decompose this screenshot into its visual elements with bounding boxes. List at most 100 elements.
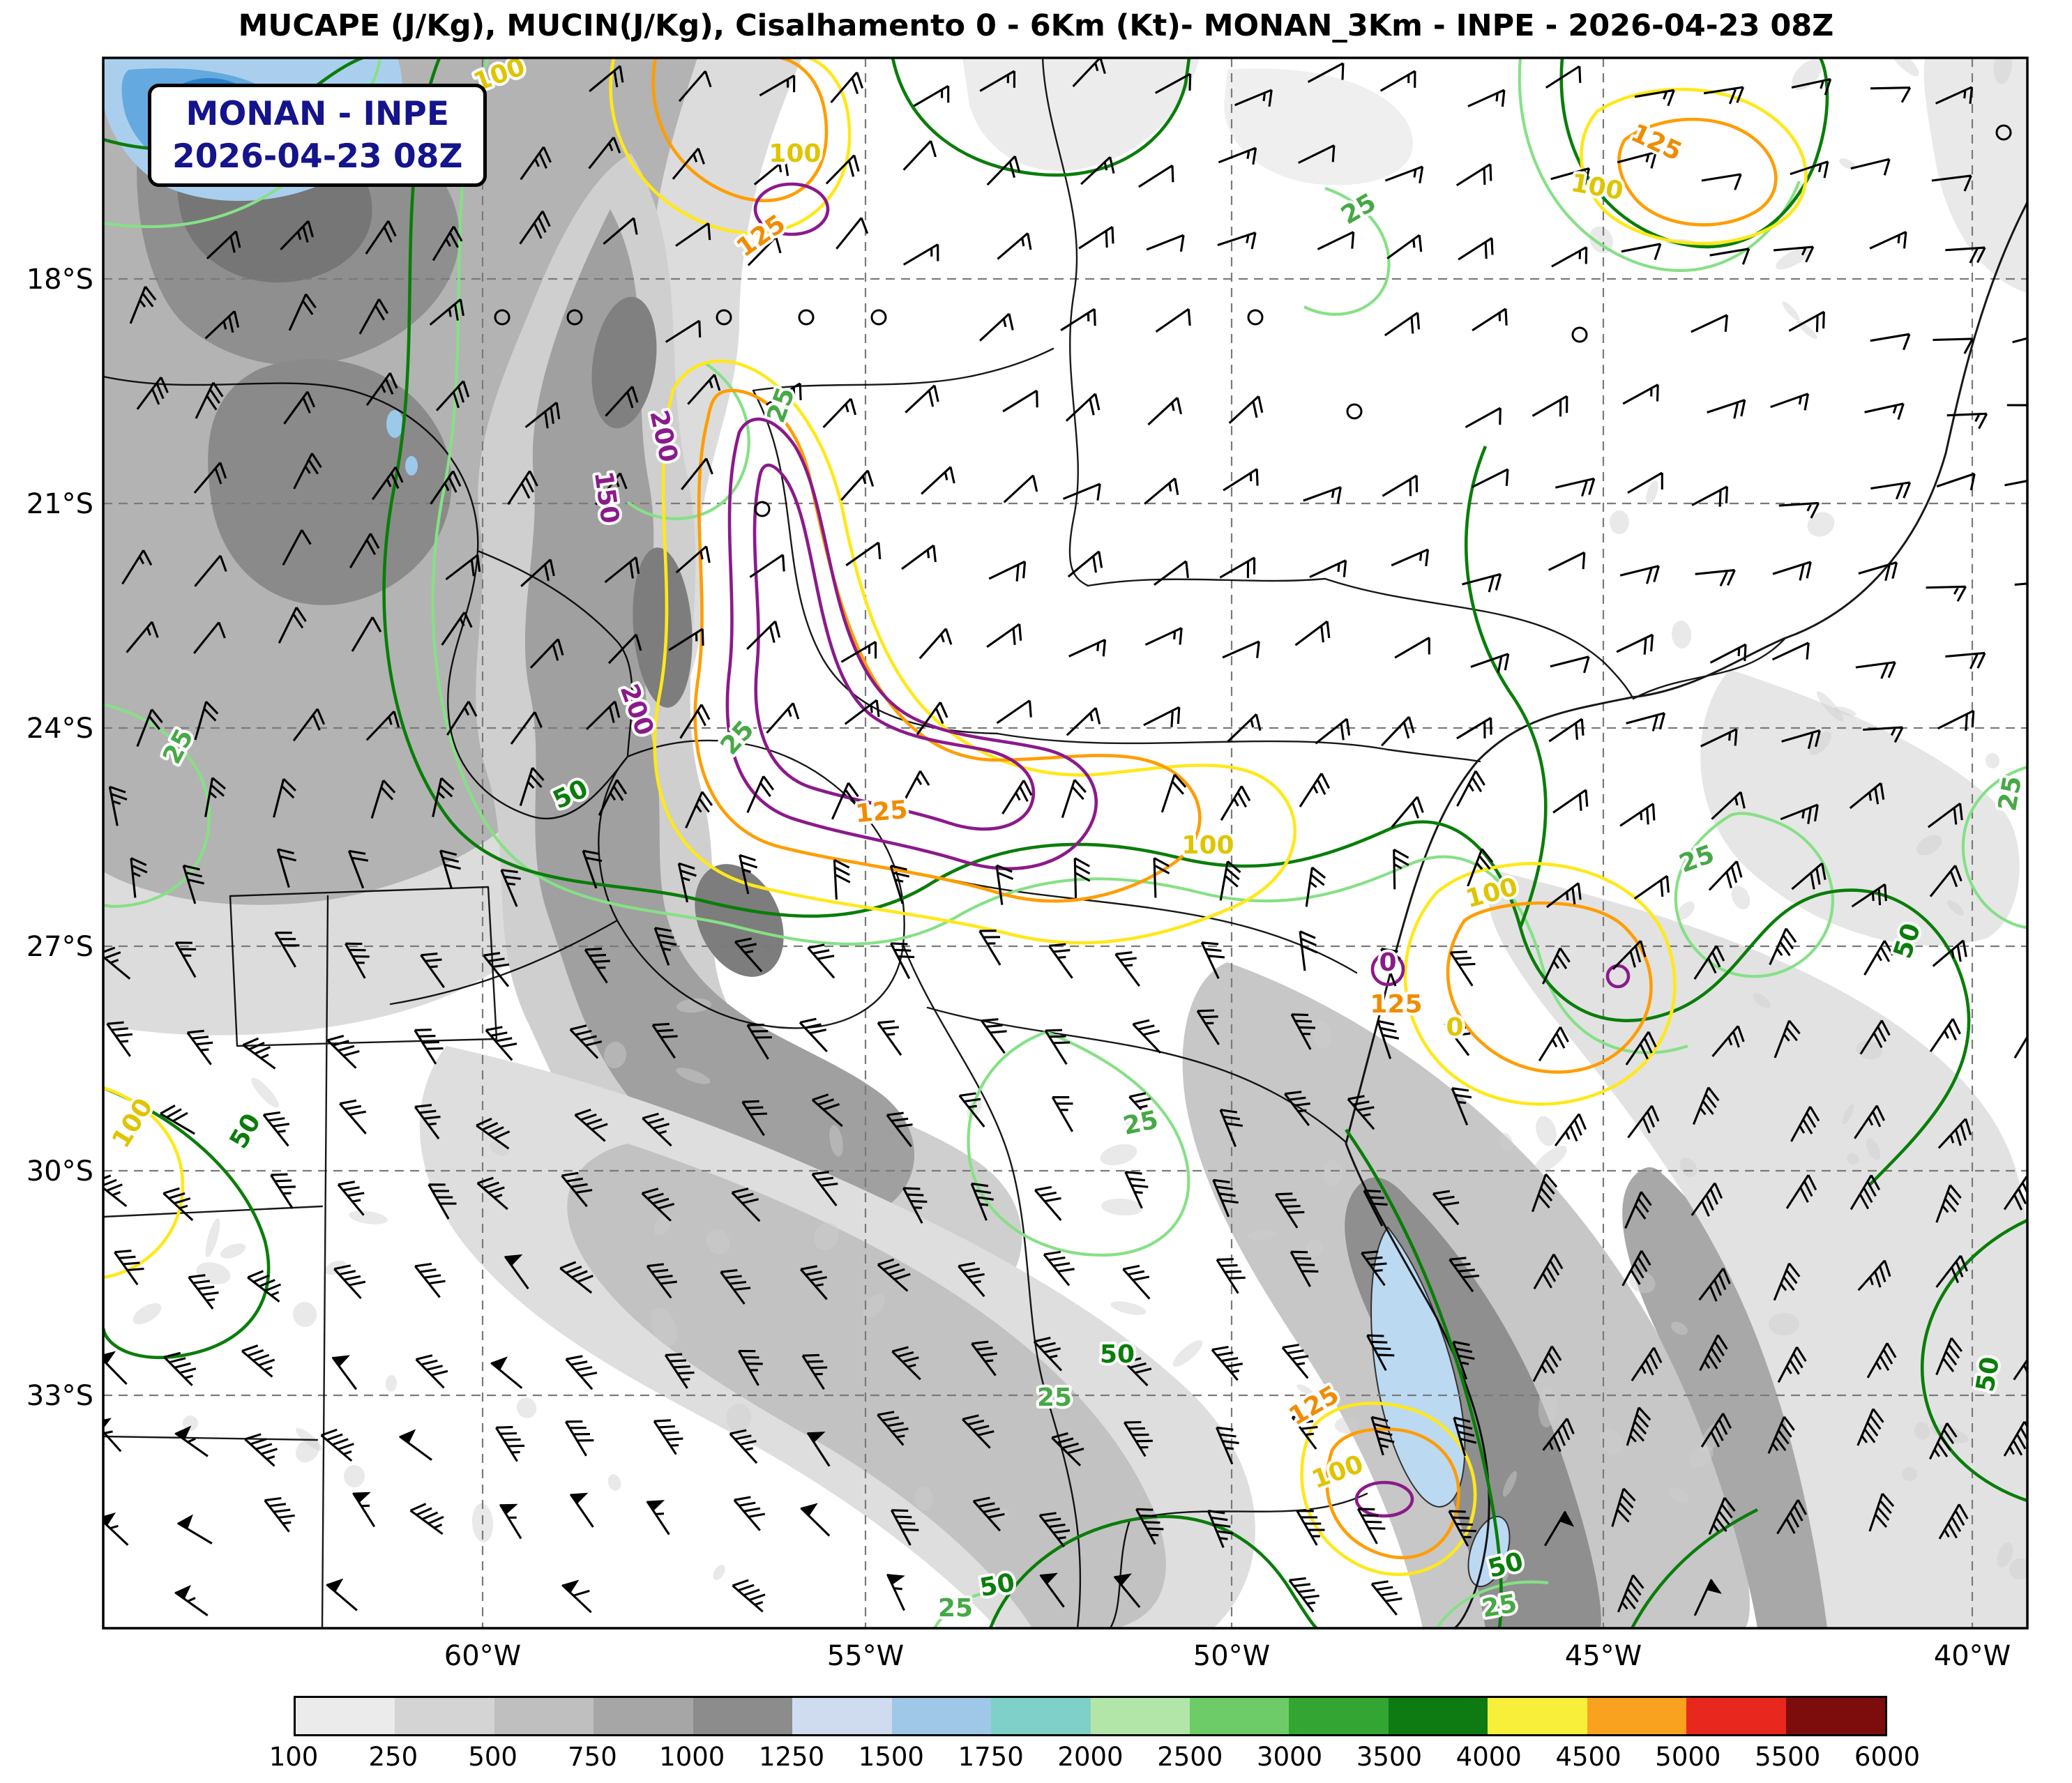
colorbar-segment (1785, 1698, 1885, 1734)
wind-barb-strokes (103, 58, 2027, 1616)
colorbar-tick-label: 250 (368, 1742, 418, 1772)
speckle (1536, 1116, 1557, 1146)
shear-contour-50 (103, 58, 2027, 1628)
state-border (103, 1205, 324, 1218)
speckle (1842, 1104, 1854, 1125)
colorbar-tick-label: 6000 (1854, 1742, 1921, 1772)
state-border (229, 886, 498, 1047)
speckle (1792, 59, 1822, 91)
contour-label: 25 (1121, 1105, 1161, 1141)
contour-line (1674, 812, 1835, 978)
calm-wind-circle (1571, 326, 1588, 343)
lat-tick-label: 33°S (27, 1380, 93, 1412)
contour-line (1559, 58, 1829, 249)
colorbar-tick-label: 2500 (1157, 1742, 1223, 1772)
speckle (1589, 226, 1613, 254)
contour-line (653, 359, 1297, 945)
speckle (1997, 1542, 2013, 1568)
colorbar-segment (593, 1698, 693, 1734)
river-speck (386, 410, 403, 438)
contour-line (1580, 87, 1808, 245)
speckle (1670, 1321, 1688, 1335)
state-border (1041, 58, 1089, 587)
speckle (814, 1222, 839, 1251)
speckle (1646, 480, 1658, 505)
contour-line (1518, 58, 1801, 272)
speckle (1797, 320, 1817, 340)
speckle (1688, 1445, 1714, 1469)
speckle (1930, 1424, 1969, 1443)
speckle (1753, 993, 1771, 1008)
speckle (1322, 1160, 1343, 1185)
speckle (220, 1243, 246, 1259)
mucape-shading-layer (103, 58, 2027, 1628)
colorbar-tick-label: 1750 (958, 1742, 1024, 1772)
mucin-contour-100 (103, 58, 1808, 1577)
speckle (1313, 1021, 1332, 1049)
speckle (1985, 753, 2000, 768)
contour-line (1345, 1128, 1503, 1628)
mucape-shading (962, 58, 1200, 172)
contour-line (382, 58, 1971, 1187)
contour-line (1303, 187, 1391, 316)
calm-wind-circle (1247, 309, 1264, 326)
lon-tick-label: 55°W (827, 1640, 904, 1672)
mucape-shading (1488, 872, 2027, 1628)
colorbar-tick-label: 4000 (1455, 1742, 1522, 1772)
lat-tick-label: 21°S (27, 488, 93, 520)
speckle (829, 1125, 843, 1157)
contour-label: 100 (769, 139, 821, 168)
contour-line (1921, 1218, 2027, 1503)
mucape-shading (1923, 58, 2027, 293)
speckle (1296, 1384, 1313, 1395)
colorbar-tick-label: 5500 (1755, 1742, 1821, 1772)
speckle (1534, 1146, 1567, 1174)
state-border (1632, 637, 1787, 700)
contour-label: 25 (1480, 1589, 1519, 1623)
speckle (1609, 510, 1630, 534)
speckle (676, 1068, 711, 1084)
river-border (902, 943, 1082, 1628)
speckle (1172, 1340, 1203, 1367)
contour-line (753, 463, 1036, 831)
mucin-contour-150-200 (725, 182, 1631, 1518)
colorbar-tick-label: 2000 (1057, 1742, 1124, 1772)
contour-line (988, 1515, 1318, 1628)
mucape-shading (591, 296, 657, 429)
speckle (1671, 621, 1692, 648)
colorbar-tick-label: 1500 (858, 1742, 924, 1772)
mucape-shading (695, 864, 784, 977)
model-valid-time: 2026-04-23 08Z (172, 137, 463, 176)
colorbar-segment (1488, 1698, 1587, 1734)
speckle (1782, 301, 1800, 321)
contour-label: 25 (1676, 840, 1718, 879)
contour-label: 50 (978, 1568, 1017, 1602)
country-border (1128, 1492, 1368, 1522)
speckle (603, 1042, 627, 1068)
calm-wind-circle (1995, 124, 2012, 141)
speckle (1679, 1158, 1697, 1177)
contour-label: 50 (1971, 1355, 2005, 1394)
lon-tick-label: 40°W (1934, 1640, 2011, 1672)
state-border (951, 879, 1358, 974)
contour-line (103, 1086, 185, 1280)
colorbar-segment (792, 1698, 892, 1734)
speckle (1902, 1466, 1917, 1482)
mucape-shading (1622, 1167, 1851, 1628)
speckle (713, 1565, 725, 1580)
mucape-shading (633, 547, 693, 708)
speckle (1100, 1144, 1137, 1166)
colorbar-tick-labels: 100 250 500 750 1000 1250 1500 1750 2000 2500 3000… (269, 1742, 1920, 1774)
country-border (476, 549, 633, 758)
lon-tick-label: 50°W (1193, 1640, 1270, 1672)
country-border (389, 919, 619, 1006)
speckle (706, 1229, 730, 1255)
speckle (1866, 1138, 1881, 1160)
colorbar-segment (296, 1698, 395, 1734)
state-border (321, 895, 329, 1628)
colorbar-tick-label: 500 (468, 1742, 517, 1772)
lat-tick-label: 30°S (27, 1155, 93, 1188)
contour-label: 0 (1446, 1013, 1463, 1042)
speckle (1834, 706, 1857, 716)
